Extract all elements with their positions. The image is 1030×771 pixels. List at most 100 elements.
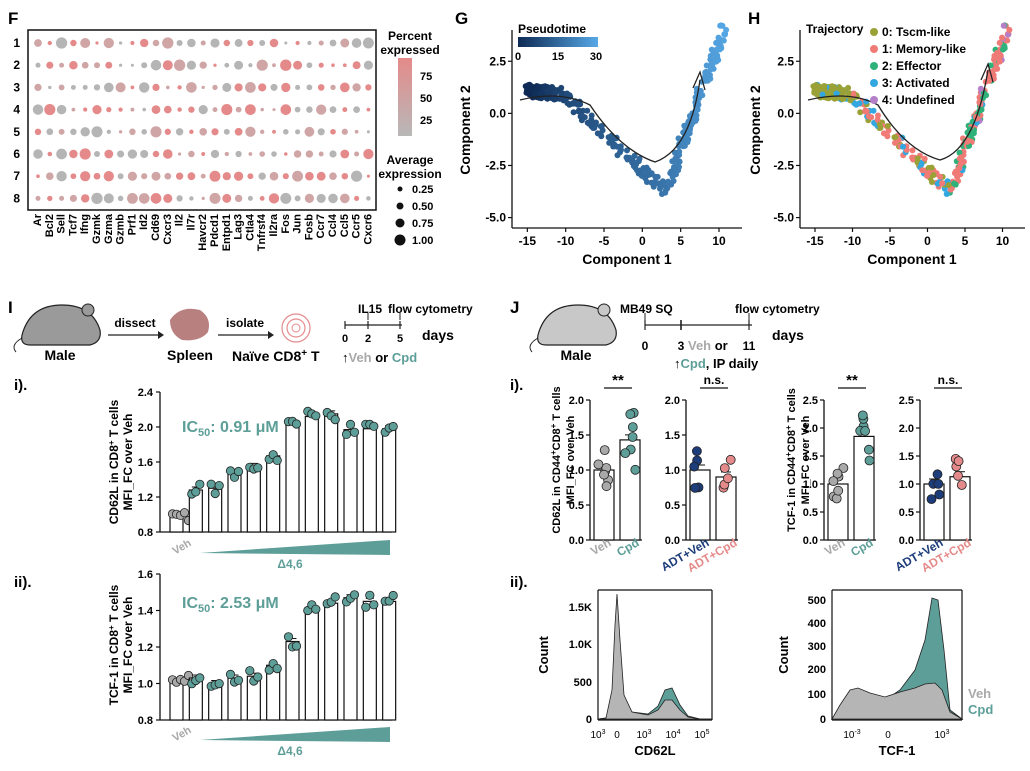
dotplot-dot: [366, 107, 371, 112]
bar-ytick: 1.0: [138, 679, 153, 691]
tcf1-ytick: 500: [808, 595, 826, 607]
trajectory-point: [921, 155, 928, 162]
dotplot-dot: [103, 171, 114, 182]
pseudotime-point: [717, 22, 724, 29]
bar: [304, 415, 319, 533]
dotplot-dot: [234, 60, 244, 70]
bar-point: [627, 432, 638, 442]
bar: [362, 428, 377, 533]
j1-ylabel-2: MFI_FC over Veh: [565, 415, 577, 504]
bar-point: [388, 421, 398, 432]
trajectory-point: [954, 173, 961, 180]
dotplot-dot: [306, 84, 313, 91]
dotplot-dot: [81, 61, 89, 69]
j2-ylabel-2: MFI_FC over Veh: [800, 415, 812, 504]
pseudotime-point: [643, 164, 650, 171]
dotplot-dot: [329, 172, 337, 181]
bar-point: [369, 600, 379, 610]
bar-point: [195, 479, 205, 489]
legend-size-dot: [394, 234, 406, 246]
dotplot-dot: [127, 171, 137, 181]
dotplot-dot: [363, 148, 374, 160]
bar-point: [953, 470, 963, 481]
dotplot-dot: [106, 106, 112, 113]
i1-ic50: IC50: 0.91 μM: [182, 419, 279, 439]
dotplot-dot: [104, 149, 114, 159]
bar-ytick: 1.0: [803, 479, 818, 491]
bar-ytick: 1.5: [899, 451, 914, 463]
i2-dose-triangle: [200, 727, 390, 742]
dotplot-row-label: 2: [13, 58, 20, 72]
dotplot-dot: [93, 84, 101, 91]
mouse-icon: [21, 304, 101, 346]
dotplot-dot: [127, 149, 138, 159]
bar-point: [860, 426, 870, 436]
pseudotime-point: [668, 181, 675, 188]
dotplot-dot: [316, 171, 326, 181]
j2-ylabel: TCF-1 in CD44+CD8+ T cells: [784, 388, 798, 532]
legend-size-label: 0.75: [412, 218, 433, 230]
bar-point: [601, 481, 612, 492]
tcf1-ylabel: Count: [776, 636, 791, 674]
trajectory-point: [958, 154, 965, 161]
dotplot-dot: [45, 172, 54, 181]
pseudotime-point: [663, 186, 669, 193]
bar-point: [311, 411, 321, 421]
dotplot-dot: [186, 60, 197, 70]
scatter-xtick: 0: [639, 234, 646, 248]
dotplot-dot: [126, 192, 138, 204]
trajectory-point: [983, 92, 990, 99]
trajectory-point: [994, 65, 1001, 72]
bar-point: [864, 455, 875, 466]
trajectory-point: [874, 116, 881, 123]
dotplot-dot: [56, 170, 67, 182]
tcf1-ytick: 100: [808, 689, 826, 701]
bar: [246, 465, 261, 533]
bar-point: [179, 508, 190, 518]
trajectory-point: [813, 91, 820, 98]
bar-point: [832, 468, 843, 479]
dotplot-dot: [91, 192, 103, 205]
mouse-tail-icon: [13, 337, 23, 353]
trajectory-point: [996, 39, 1003, 46]
dotplot-dot: [318, 151, 324, 157]
dotplot-dot: [363, 60, 373, 70]
g-legend-tick: 0: [515, 51, 521, 63]
dotplot-dot: [280, 59, 292, 71]
dotplot-dot: [165, 85, 170, 90]
panel-letter-f: F: [8, 9, 18, 28]
pseudotime-point: [669, 173, 676, 180]
dotplot-dot: [307, 40, 312, 46]
dotplot-dot: [173, 59, 186, 71]
scatter-xtick: -5: [599, 234, 610, 248]
pseudotime-point: [633, 161, 640, 168]
dotplot-dot: [201, 196, 205, 201]
dotplot-dot: [56, 104, 67, 115]
dotplot-dot: [354, 151, 360, 157]
bar-ytick: 0.0: [569, 535, 584, 547]
bar-point: [345, 419, 356, 429]
scatter-xtick: 0: [924, 234, 931, 248]
dotplot-frame: [27, 29, 377, 211]
g-legend-title: Pseudotime: [518, 22, 586, 36]
dotplot-dot: [93, 150, 101, 158]
bar-point: [253, 672, 263, 682]
pseudotime-point: [710, 65, 717, 72]
pseudotime-point: [614, 143, 621, 150]
pseudotime-point: [721, 31, 728, 38]
bar-ytick: 0.8: [138, 715, 153, 727]
bar-point: [311, 604, 321, 614]
panel-letter-h: H: [748, 9, 760, 28]
pseudotime-point: [704, 72, 711, 79]
dotplot-dot: [55, 37, 68, 49]
dotplot-dot: [331, 63, 335, 67]
trajectory-point: [884, 123, 891, 129]
pseudotime-point: [654, 180, 661, 187]
dotplot-dot: [70, 84, 76, 90]
bar: [266, 455, 281, 533]
bar: [382, 428, 397, 533]
pseudotime-point: [673, 154, 680, 161]
bar-ytick: 0.5: [803, 507, 818, 519]
pseudotime-point: [713, 39, 720, 46]
j-timeline-days: days: [772, 327, 804, 343]
